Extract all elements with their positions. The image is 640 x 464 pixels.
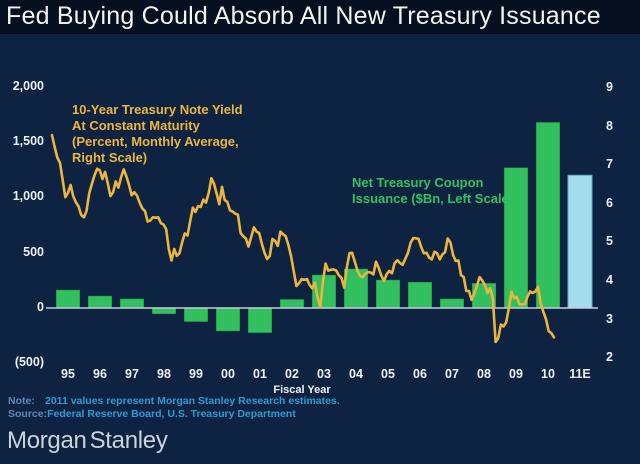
bar-estimate	[567, 174, 593, 309]
x-axis-tick: 97	[125, 367, 139, 381]
y-axis-right-tick: 8	[606, 118, 613, 133]
y-axis-right-tick: 5	[606, 234, 613, 249]
bar	[535, 121, 561, 309]
x-axis-tick: 99	[189, 367, 203, 381]
bar	[119, 298, 145, 309]
logo-word-1: Morgan	[7, 427, 87, 454]
page-title: Fed Buying Could Absorb All New Treasury…	[6, 2, 601, 30]
y-axis-right-tick: 9	[606, 80, 613, 94]
note-line: Note: 2011 values represent Morgan Stanle…	[8, 395, 340, 407]
bar-series-annotation: Net Treasury Coupon Issuance ($Bn, Left …	[352, 175, 514, 206]
y-axis-right-tick: 6	[606, 195, 613, 210]
x-axis-tick: 05	[381, 367, 395, 381]
note-text: 2011 values represent Morgan Stanley Res…	[45, 395, 340, 407]
x-axis-tick: 11E	[569, 367, 591, 381]
source-label: Source:	[8, 408, 48, 420]
x-axis-tick: 98	[157, 367, 171, 381]
x-axis-tick: 10	[541, 367, 555, 381]
yield-line	[50, 133, 556, 344]
x-axis-tick: 06	[413, 367, 427, 381]
note-label: Note:	[8, 395, 35, 407]
bar	[55, 289, 81, 309]
x-axis-tick: 01	[253, 367, 267, 381]
bar	[247, 307, 273, 334]
title-band: Fed Buying Could Absorb All New Treasury…	[0, 0, 640, 34]
bar	[87, 295, 113, 309]
y-axis-left-tick: 1,000	[12, 189, 44, 204]
x-axis-tick: 09	[509, 367, 523, 381]
bar	[279, 298, 305, 309]
bar	[151, 307, 177, 315]
logo-word-2: Stanley	[89, 427, 168, 454]
x-axis-tick: 00	[221, 367, 235, 381]
y-axis-left-tick: 1,500	[12, 134, 44, 149]
y-axis-right-tick: 7	[606, 157, 613, 172]
x-axis-tick: 96	[93, 367, 107, 381]
source-line: Source:Federal Reserve Board, U.S. Treas…	[8, 408, 296, 420]
line-series-annotation: 10-Year Treasury Note Yield At Constant …	[72, 102, 243, 165]
y-axis-left-tick: (500)	[14, 355, 44, 370]
x-axis-tick: 08	[477, 367, 491, 381]
y-axis-right-tick: 4	[606, 273, 613, 287]
x-axis-tick: 07	[445, 367, 459, 381]
y-axis-left-tick: 2,000	[12, 78, 44, 93]
bar	[375, 279, 401, 309]
morgan-stanley-logo: Morgan Stanley	[7, 427, 168, 455]
x-axis-tick: 95	[61, 367, 75, 381]
x-axis-tick: 04	[349, 367, 363, 381]
y-axis-right-tick: 3	[606, 311, 613, 326]
source-text: Federal Reserve Board, U.S. Treasury Dep…	[47, 408, 296, 420]
bar	[439, 298, 465, 309]
y-axis-left-tick: 500	[23, 244, 44, 259]
bar	[407, 281, 433, 309]
bar	[183, 307, 209, 323]
bar	[215, 307, 241, 332]
x-axis-tick: 03	[317, 367, 331, 381]
x-axis-tick: 02	[285, 367, 299, 381]
x-axis-title: Fiscal Year	[273, 384, 331, 396]
y-axis-right-tick: 2	[606, 350, 613, 365]
y-axis-left-tick: 0	[37, 300, 44, 314]
bar	[503, 167, 529, 309]
